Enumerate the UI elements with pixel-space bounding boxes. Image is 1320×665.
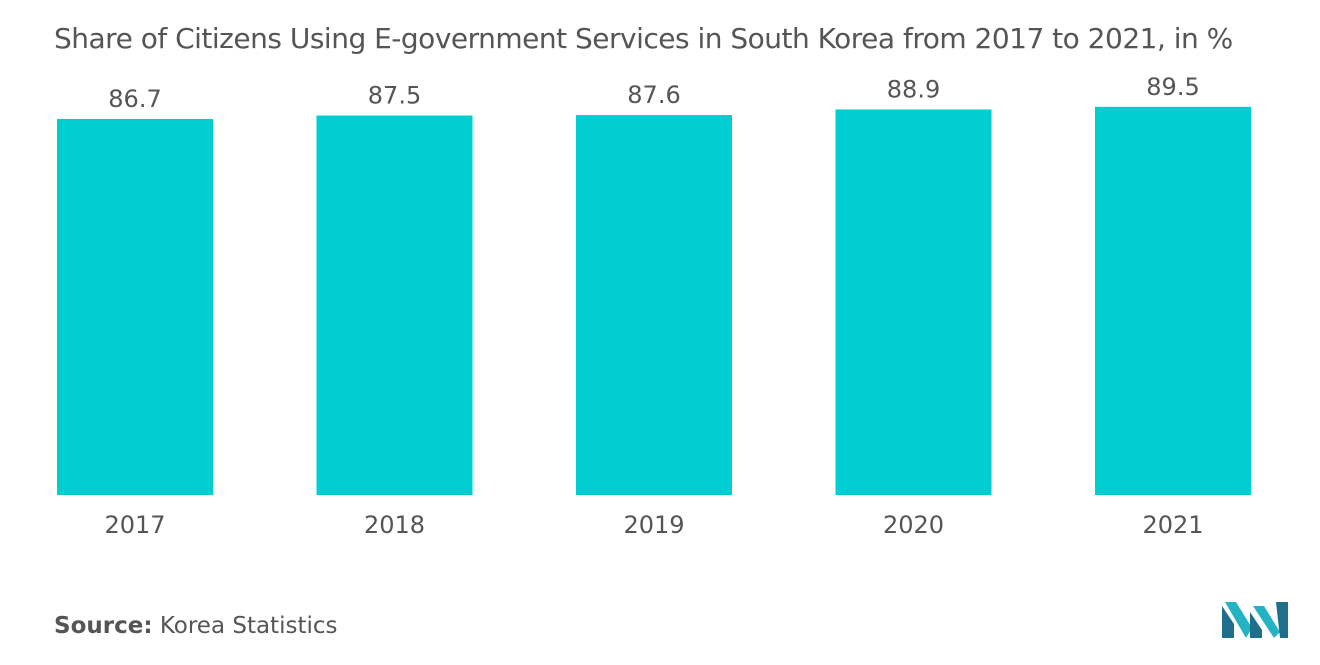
bar-2018: [316, 115, 473, 496]
bar-2017: [57, 118, 213, 495]
x-tick-label-2020: 2020: [883, 511, 944, 539]
data-label-2020: 88.9: [887, 75, 940, 103]
bar-2019: [576, 115, 732, 495]
bar-2020: [835, 109, 992, 495]
source-value: Korea Statistics: [159, 613, 338, 639]
x-tick-label-2018: 2018: [364, 511, 425, 539]
mordor-intelligence-logo-icon: [1222, 602, 1288, 638]
source-label: Source:: [54, 613, 153, 639]
data-label-2017: 86.7: [108, 85, 161, 113]
data-label-2019: 87.6: [627, 81, 680, 109]
x-tick-label-2019: 2019: [623, 511, 684, 539]
data-label-2021: 89.5: [1146, 73, 1199, 101]
x-tick-label-2017: 2017: [104, 511, 165, 539]
data-label-2018: 87.5: [368, 82, 421, 110]
chart-title: Share of Citizens Using E-government Ser…: [54, 22, 1233, 55]
x-tick-label-2021: 2021: [1142, 511, 1203, 539]
source-note: Source: Korea Statistics: [54, 613, 337, 639]
bar-2021: [1095, 106, 1251, 495]
